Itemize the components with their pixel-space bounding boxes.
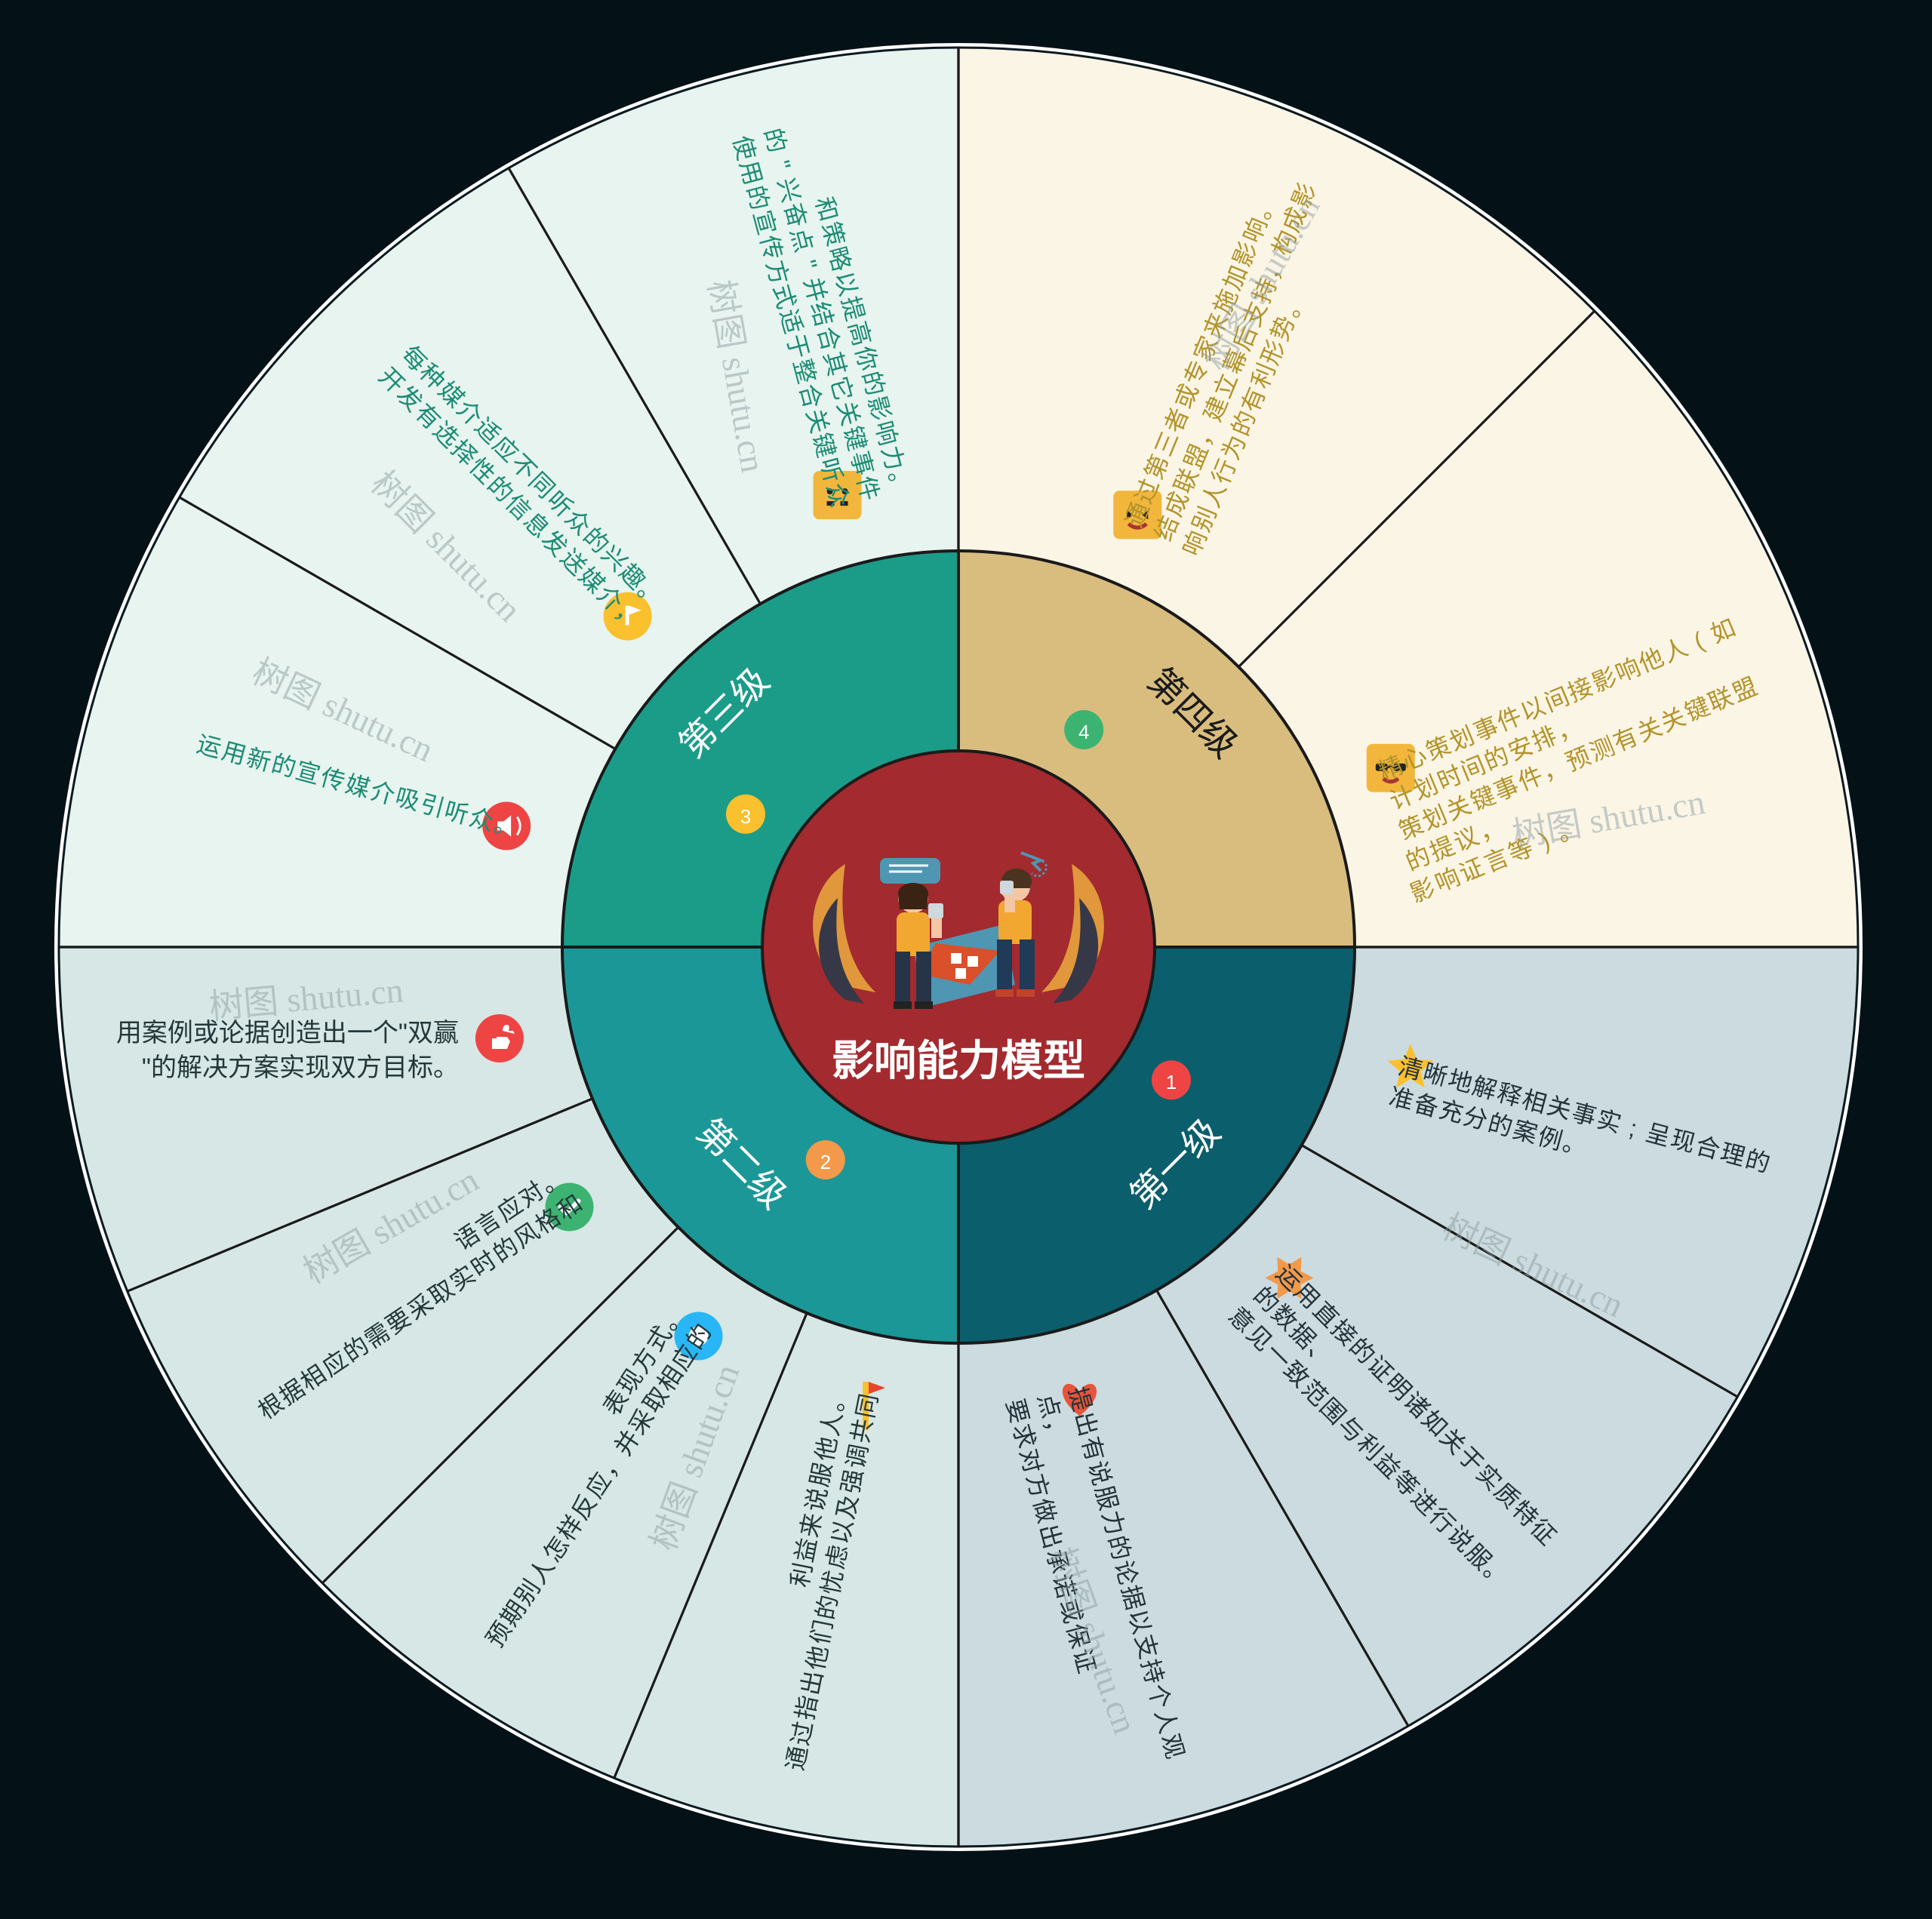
svg-text:影响能力模型: 影响能力模型	[832, 1037, 1085, 1084]
svg-text:2: 2	[820, 1151, 831, 1173]
svg-text:3: 3	[740, 805, 751, 828]
svg-text:4: 4	[1078, 721, 1089, 743]
svg-text:1: 1	[1166, 1071, 1177, 1093]
